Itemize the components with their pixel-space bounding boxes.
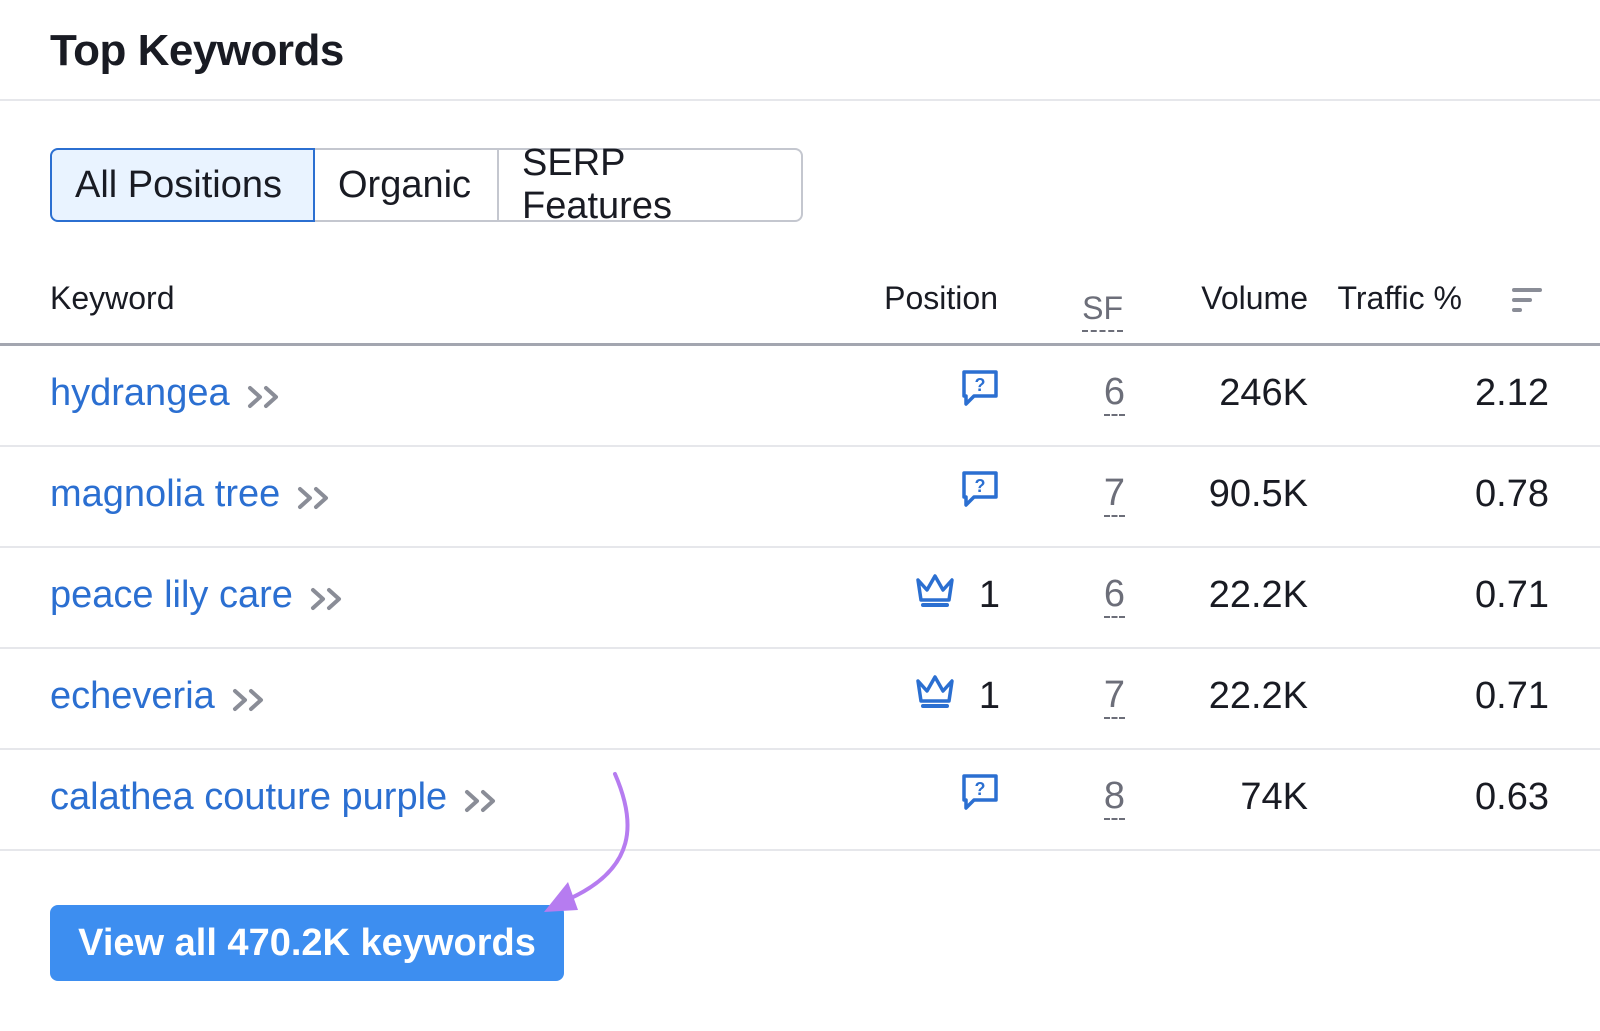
svg-text:?: ? — [975, 779, 986, 799]
table-row: hydrangea? 6 246K 2.12 — [0, 346, 1600, 447]
keyword-link[interactable]: calathea couture purple — [50, 776, 501, 819]
column-header-keyword[interactable]: Keyword — [50, 280, 175, 316]
keyword-text[interactable]: hydrangea — [50, 372, 230, 414]
serp-features-count[interactable]: 7 — [1103, 471, 1125, 517]
chevron-double-right-icon[interactable] — [307, 581, 347, 611]
traffic-value: 0.71 — [1475, 574, 1549, 616]
keyword-text[interactable]: magnolia tree — [50, 473, 281, 515]
keyword-text[interactable]: calathea couture purple — [50, 776, 448, 818]
view-all-keywords-button[interactable]: View all 470.2K keywords — [50, 905, 564, 981]
position-cell: 1 — [913, 570, 1000, 620]
position-value: 1 — [978, 674, 1000, 717]
serp-features-count[interactable]: 7 — [1103, 673, 1125, 719]
keyword-text[interactable]: peace lily care — [50, 574, 293, 616]
keyword-link[interactable]: peace lily care — [50, 574, 347, 617]
keyword-link[interactable]: echeveria — [50, 675, 269, 718]
column-header-position[interactable]: Position — [884, 280, 998, 316]
volume-value: 22.2K — [1208, 675, 1308, 717]
chevron-double-right-icon[interactable] — [461, 783, 501, 813]
tab-serp-features[interactable]: SERP Features — [497, 142, 803, 227]
tab-organic[interactable]: Organic — [313, 148, 499, 222]
chevron-double-right-icon[interactable] — [294, 480, 334, 510]
crown-icon — [913, 570, 957, 620]
keywords-table: Keyword Position SF Volume Traffic % hyd… — [0, 262, 1600, 851]
column-header-traffic[interactable]: Traffic % — [1337, 280, 1462, 316]
tab-all-positions[interactable]: All Positions — [50, 148, 315, 222]
table-row: magnolia tree? 7 90.5K 0.78 — [0, 447, 1600, 548]
position-filter-tabs: All Positions Organic SERP Features — [50, 142, 803, 227]
volume-value: 246K — [1219, 372, 1308, 414]
traffic-value: 2.12 — [1475, 372, 1549, 414]
serp-features-count[interactable]: 6 — [1103, 572, 1125, 618]
table-header: Keyword Position SF Volume Traffic % — [0, 262, 1600, 346]
volume-value: 22.2K — [1208, 574, 1308, 616]
faq-question-icon: ? — [960, 368, 1000, 418]
column-header-sf[interactable]: SF — [1082, 286, 1123, 332]
column-header-volume[interactable]: Volume — [1201, 280, 1308, 316]
faq-question-icon: ? — [960, 469, 1000, 519]
crown-icon — [913, 671, 957, 721]
serp-features-count[interactable]: 8 — [1103, 774, 1125, 820]
svg-text:?: ? — [975, 476, 986, 496]
traffic-value: 0.71 — [1475, 675, 1549, 717]
keyword-link[interactable]: hydrangea — [50, 372, 284, 415]
position-cell: ? — [960, 469, 1000, 519]
annotation-arrow — [544, 772, 630, 912]
keyword-text[interactable]: echeveria — [50, 675, 215, 717]
volume-value: 90.5K — [1208, 473, 1308, 515]
traffic-value: 0.63 — [1475, 776, 1549, 818]
position-cell: 1 — [913, 671, 1000, 721]
keyword-link[interactable]: magnolia tree — [50, 473, 334, 516]
widget-header: Top Keywords — [0, 0, 1600, 101]
table-row: peace lily care 1 6 22.2K 0.71 — [0, 548, 1600, 649]
widget-title: Top Keywords — [50, 26, 344, 75]
sort-descending-icon[interactable] — [1510, 284, 1544, 316]
faq-question-icon: ? — [960, 772, 1000, 822]
position-value: 1 — [978, 573, 1000, 616]
table-row: echeveria 1 7 22.2K 0.71 — [0, 649, 1600, 750]
serp-features-count[interactable]: 6 — [1103, 370, 1125, 416]
chevron-double-right-icon[interactable] — [244, 379, 284, 409]
position-cell: ? — [960, 368, 1000, 418]
traffic-value: 0.78 — [1475, 473, 1549, 515]
table-row: calathea couture purple? 8 74K 0.63 — [0, 750, 1600, 851]
volume-value: 74K — [1240, 776, 1308, 818]
chevron-double-right-icon[interactable] — [229, 682, 269, 712]
svg-text:?: ? — [975, 375, 986, 395]
position-cell: ? — [960, 772, 1000, 822]
